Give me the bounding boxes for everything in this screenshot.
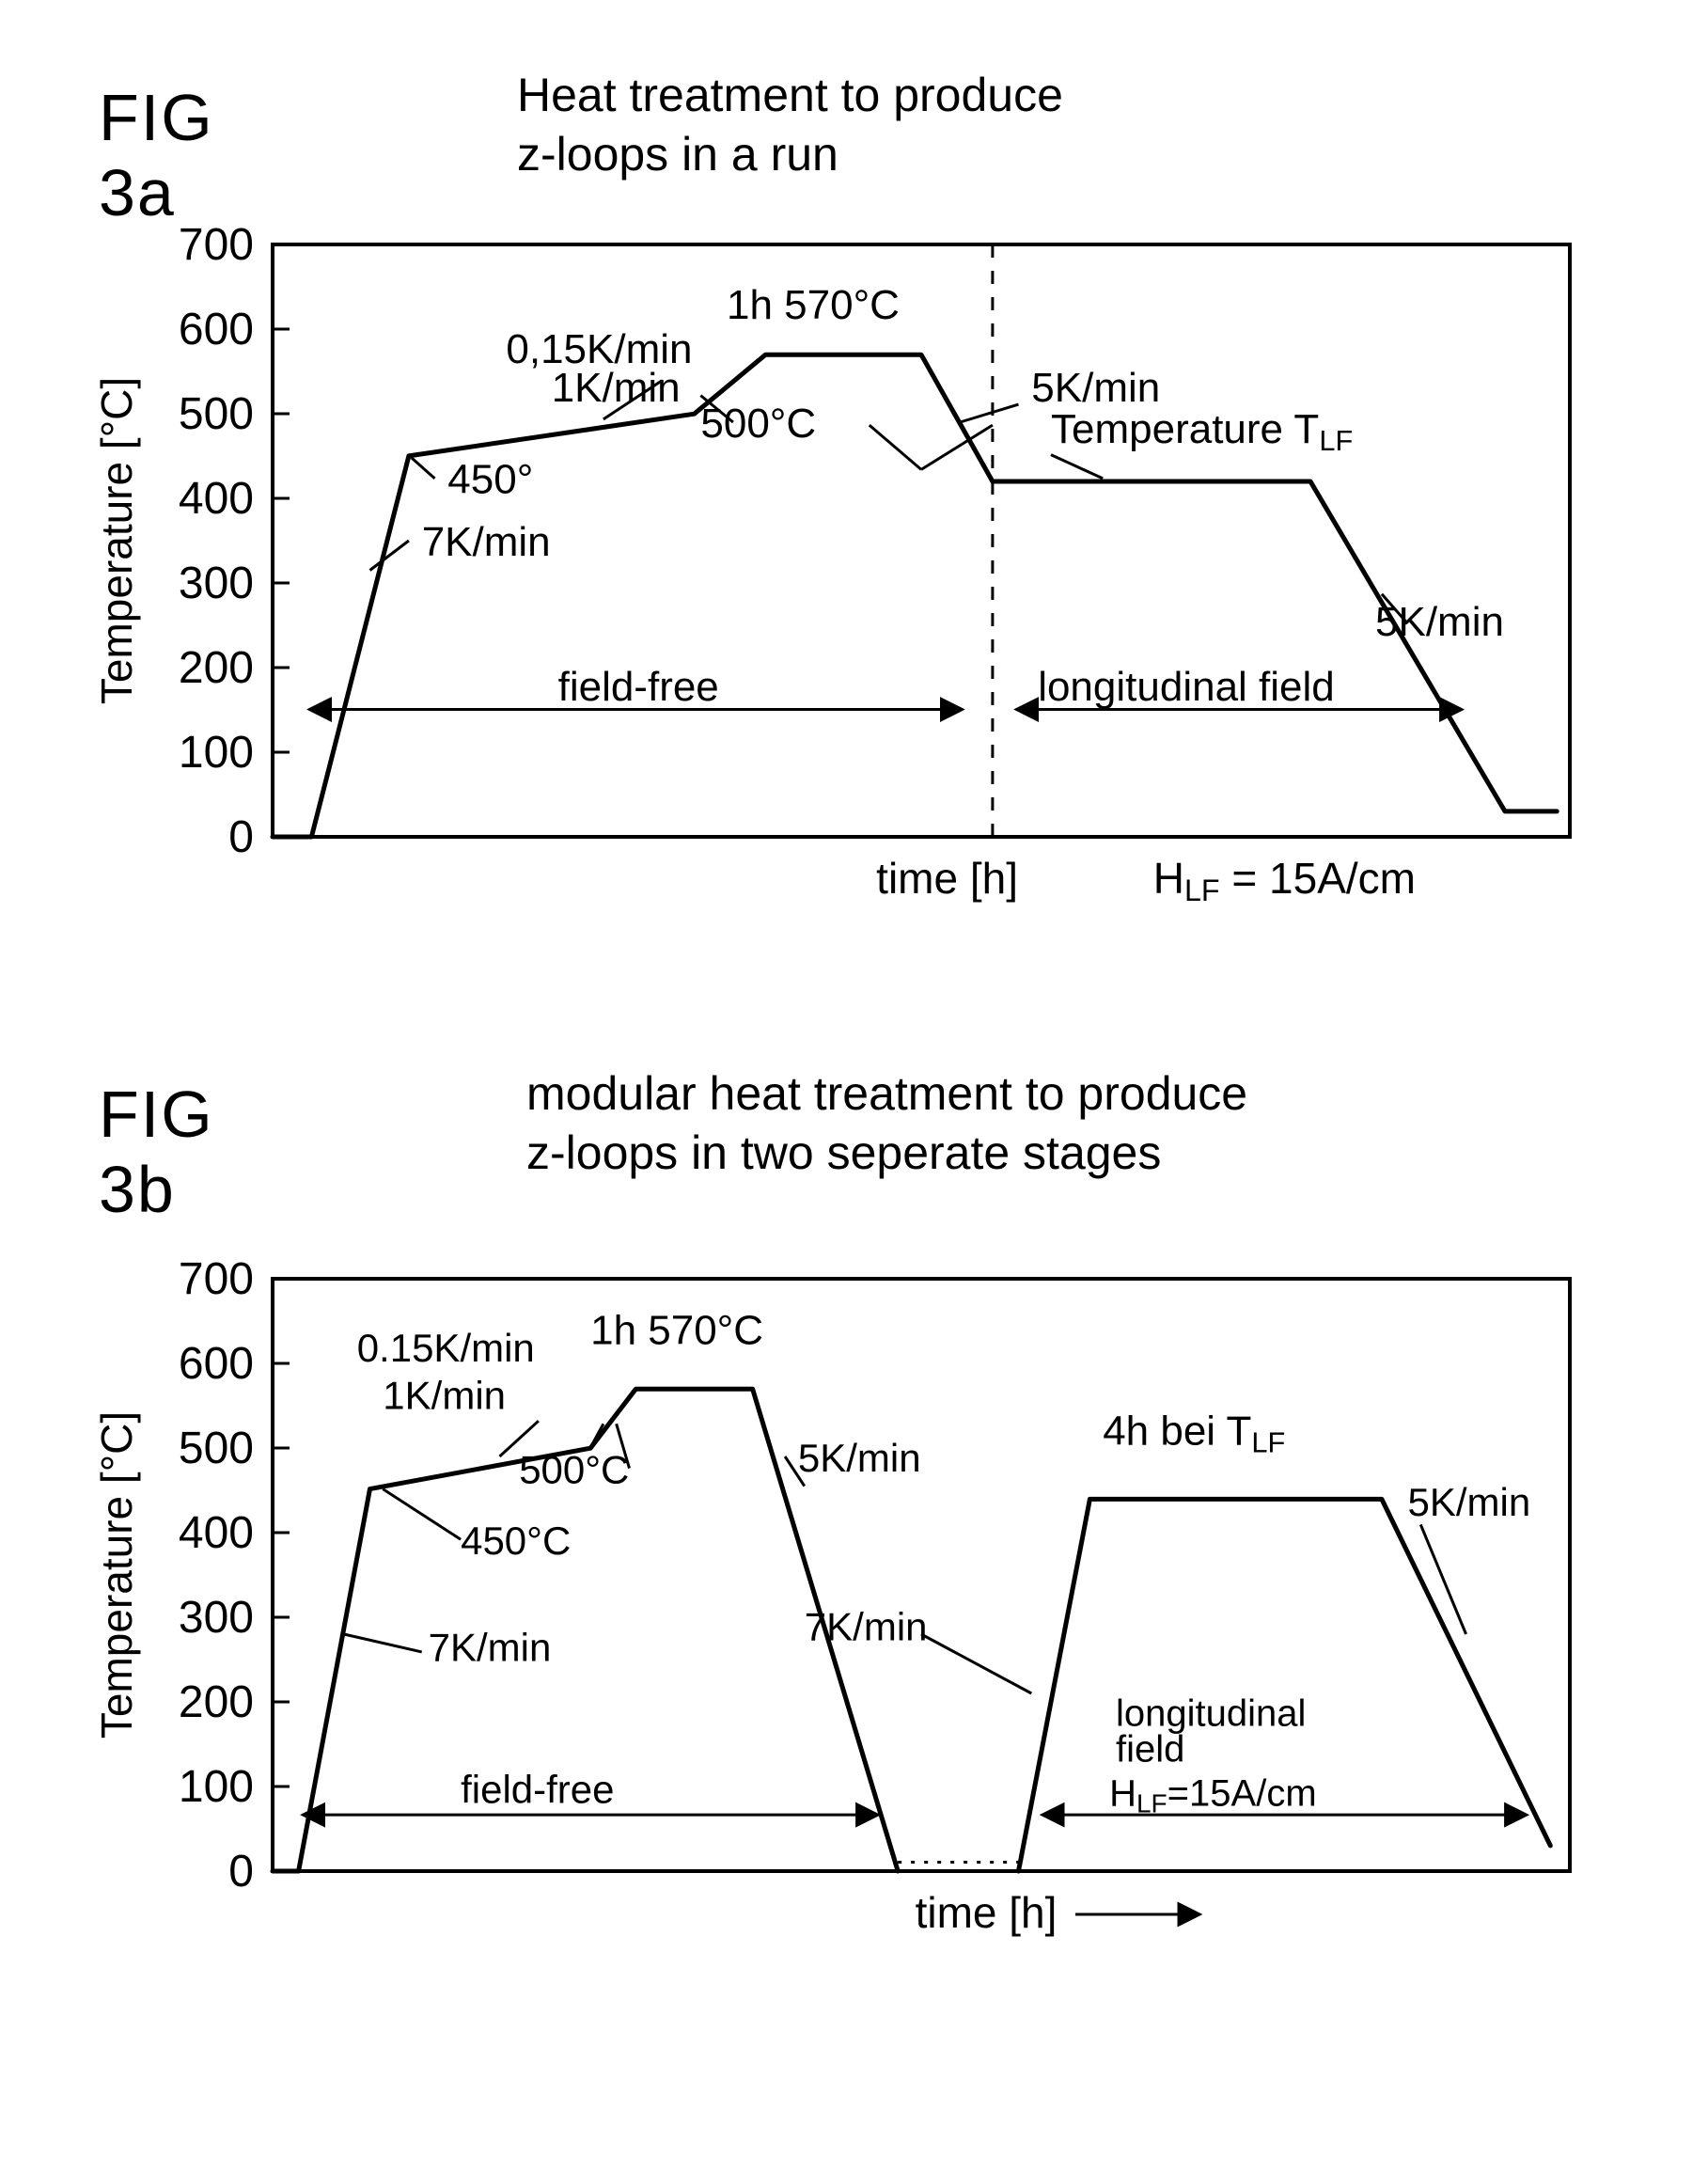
chart-b-y-axis-label: Temperature [°C] [92, 1411, 141, 1739]
chart-b-leader [1420, 1524, 1465, 1634]
chart-b-ytick-label: 200 [179, 1677, 254, 1727]
chart-b-ytick-label: 100 [179, 1762, 254, 1812]
chart-a-ytick-label: 100 [179, 728, 254, 778]
chart-b-annotation: 500°C [519, 1447, 629, 1491]
chart-a-annotation: 7K/min [422, 519, 551, 565]
chart-a-annotation: Temperature TLF [1051, 406, 1353, 457]
chart-b-annotation: field [1116, 1728, 1184, 1770]
chart-b-annotation: 0.15K/min [357, 1326, 535, 1370]
chart-b-ytick-label: 700 [179, 1260, 254, 1304]
chart-a-ytick-label: 0 [228, 812, 254, 862]
chart-b-annotation: 450°C [461, 1519, 571, 1563]
chart-a-x-axis-secondary: HLF = 15A/cm [1153, 854, 1416, 907]
chart-b: 0 100 200 300 400 500 600 700 Temperature [°C] 0.… [75, 1260, 1598, 2040]
chart-b-annotation: 4h bei TLF [1103, 1408, 1285, 1458]
chart-b-ytick-label: 500 [179, 1424, 254, 1473]
chart-b-annotation: 1K/min [383, 1374, 506, 1418]
chart-b-ytick-label: 300 [179, 1593, 254, 1643]
chart-b-ytick-label: 600 [179, 1339, 254, 1389]
chart-a-ytick-label: 400 [179, 474, 254, 524]
chart-a-leader [870, 425, 921, 469]
chart-a-y-axis-label: Temperature [°C] [92, 377, 141, 704]
chart-a: 0100200300400500600700Temperature [°C]0,… [75, 226, 1598, 1006]
chart-a-annotation: field-free [558, 664, 719, 710]
chart-a-annotation: 500°C [700, 401, 816, 447]
chart-a-annotation: 1K/min [552, 365, 681, 411]
chart-a-annotation: longitudinal field [1038, 664, 1335, 710]
figure-label-b-text: FIG 3b [99, 1077, 214, 1227]
chart-b-x-axis-label: time [h] [916, 1888, 1058, 1937]
chart-b-annotation: HLF=15A/cm [1109, 1773, 1317, 1818]
chart-a-ytick-label: 500 [179, 389, 254, 439]
figure-title-a-line2: z-loops in a run [517, 125, 1063, 184]
chart-b-ytick-label: 400 [179, 1508, 254, 1558]
chart-a-svg: 0100200300400500600700Temperature [°C]0,… [75, 226, 1598, 1006]
chart-a-ytick-label: 700 [179, 226, 254, 270]
figure-label-a-text: FIG 3a [99, 80, 214, 230]
chart-a-ytick-label: 600 [179, 305, 254, 354]
chart-b-annotation: 5K/min [1408, 1480, 1531, 1524]
chart-a-annotation: 5K/min [1031, 365, 1160, 411]
figure-title-a: Heat treatment to produce z-loops in a r… [517, 66, 1063, 183]
chart-b-svg: 0 100 200 300 400 500 600 700 Temperature [°C] 0.… [75, 1260, 1598, 2040]
chart-a-leader [1051, 455, 1103, 479]
chart-b-leader [344, 1634, 422, 1652]
chart-a-leader [960, 404, 1018, 422]
chart-b-annotation: 7K/min [429, 1625, 552, 1669]
chart-b-annotation: field-free [461, 1768, 614, 1812]
chart-a-annotation: 1h 570°C [727, 282, 900, 328]
chart-a-series-1 [273, 354, 1557, 837]
figure-title-b: modular heat treatment to produce z-loop… [526, 1064, 1247, 1182]
chart-a-leader [370, 541, 409, 571]
chart-a-leader [412, 458, 435, 479]
chart-a-ytick-label: 300 [179, 559, 254, 608]
chart-b-ytick-label: 0 [228, 1847, 254, 1897]
chart-b-leader [921, 1634, 1031, 1693]
chart-b-annotation: 1h 570°C [590, 1307, 763, 1353]
chart-b-annotation: 7K/min [805, 1604, 928, 1648]
chart-b-leader [383, 1489, 461, 1540]
figure-title-b-line2: z-loops in two seperate stages [526, 1124, 1247, 1183]
figure-title-b-line1: modular heat treatment to produce [526, 1064, 1247, 1124]
chart-a-annotation: 450° [447, 457, 533, 503]
chart-a-x-axis-label: time [h] [876, 854, 1018, 903]
figure-title-a-line1: Heat treatment to produce [517, 66, 1063, 125]
chart-a-ytick-label: 200 [179, 643, 254, 693]
chart-a-annotation: 5K/min [1375, 599, 1504, 645]
chart-b-annotation: 5K/min [798, 1436, 921, 1480]
